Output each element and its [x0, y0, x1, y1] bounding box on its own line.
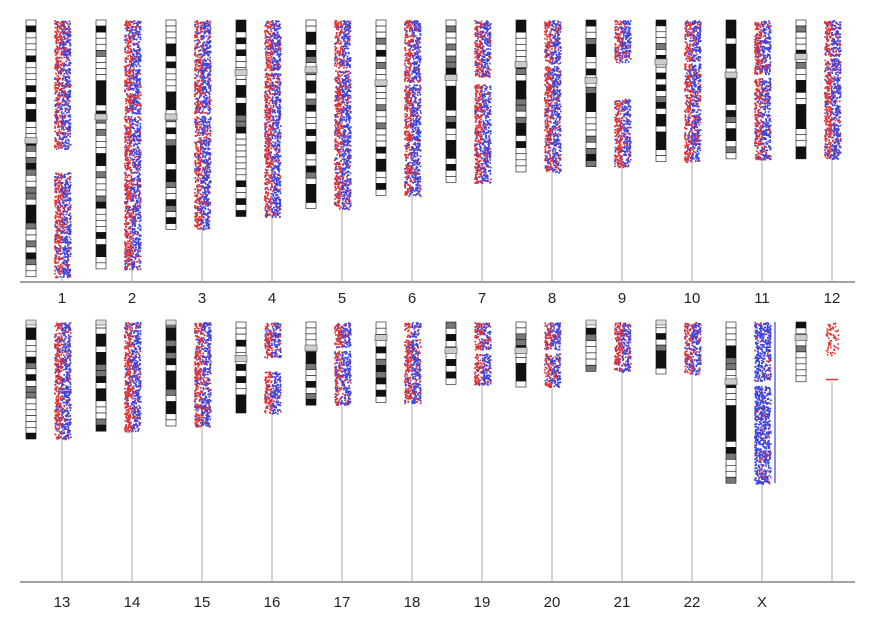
ideogram [656, 320, 666, 374]
chromosome-label: 18 [392, 594, 432, 611]
chromosome-label: 11 [742, 290, 782, 307]
chromosome-label: 7 [462, 290, 502, 307]
chromosome-label: 12 [812, 290, 852, 307]
chromosome-14 [90, 320, 149, 582]
ideogram [25, 20, 37, 277]
ideogram [515, 20, 527, 172]
chromosome-label: 17 [322, 594, 362, 611]
chromosome-4 [230, 20, 289, 282]
chromosome-2 [90, 20, 149, 282]
chromosome-15 [160, 320, 219, 582]
probe-dots [544, 322, 561, 388]
chromosome-label: 19 [462, 594, 502, 611]
chromosome-Y [790, 322, 849, 582]
chromosome-17 [300, 322, 359, 582]
ideogram [165, 20, 177, 230]
ideogram [95, 20, 107, 269]
chromosome-3 [160, 20, 219, 282]
chromosome-6 [370, 20, 429, 282]
chromosome-21 [580, 320, 639, 582]
probe-dots [544, 20, 562, 174]
ideogram [725, 20, 737, 159]
ideogram [795, 322, 807, 382]
chromosome-7 [440, 20, 499, 282]
probe-dots [614, 20, 632, 168]
ideogram [235, 20, 247, 217]
probe-dots [404, 322, 422, 404]
chromosome-label: 22 [672, 594, 712, 611]
probe-dots [824, 20, 842, 160]
ideogram [375, 322, 387, 403]
probe-dots [826, 323, 840, 381]
chromosome-16 [230, 322, 289, 582]
chromosome-label: 14 [112, 594, 152, 611]
probe-dots [684, 20, 702, 163]
probe-dots [474, 322, 492, 386]
chromosome-label: 1 [42, 290, 82, 307]
probe-dots [54, 20, 72, 278]
probe-dots [334, 322, 352, 406]
ideogram [655, 20, 667, 161]
chromosome-8 [510, 20, 569, 282]
probe-dots [124, 20, 142, 270]
ideogram [375, 20, 387, 196]
chromosome-label: 9 [602, 290, 642, 307]
ideogram [445, 20, 457, 182]
ideogram [166, 320, 176, 426]
ideogram [586, 320, 596, 371]
chromosome-label: 8 [532, 290, 572, 307]
chromosome-9 [580, 20, 639, 282]
chromosome-18 [370, 322, 429, 582]
chromosome-11 [720, 20, 779, 282]
probe-dots [754, 322, 775, 485]
chromosome-label: 21 [602, 594, 642, 611]
chromosome-10 [650, 20, 709, 282]
probe-dots [194, 322, 212, 428]
probe-dots [264, 322, 282, 414]
probe-dots [474, 20, 492, 184]
ideogram [585, 20, 597, 167]
chromosome-label: 4 [252, 290, 292, 307]
chromosome-label: 5 [322, 290, 362, 307]
probe-dots [684, 322, 702, 375]
probe-dots [194, 20, 212, 231]
probe-dots [264, 20, 282, 218]
chromosome-label: 6 [392, 290, 432, 307]
ideogram [795, 20, 807, 159]
chromosome-label: 2 [112, 290, 152, 307]
probe-dots [754, 20, 772, 160]
probe-dots [124, 322, 142, 433]
probe-dots [404, 20, 422, 197]
ideogram [305, 20, 317, 209]
chromosome-22 [650, 320, 709, 582]
chromosome-label: 16 [252, 594, 292, 611]
probe-dots [614, 322, 632, 373]
chromosome-19 [440, 322, 499, 582]
chromosome-5 [300, 20, 359, 282]
chromosome-12 [790, 20, 849, 282]
chromosome-label: X [742, 594, 782, 611]
ideogram [235, 322, 247, 413]
chromosome-label: 20 [532, 594, 572, 611]
chromosome-label: 10 [672, 290, 712, 307]
ideogram [445, 322, 457, 384]
probe-dots [54, 322, 72, 440]
chromosome-label: 3 [182, 290, 222, 307]
ideogram [305, 322, 317, 405]
probe-dots [334, 20, 352, 210]
chromosome-label: 13 [42, 594, 82, 611]
chromosome-label: 15 [182, 594, 222, 611]
ideogram [26, 320, 36, 439]
chromosome-1 [20, 20, 79, 282]
chromosome-20 [510, 322, 569, 582]
ideogram [725, 322, 737, 483]
ideogram [515, 322, 527, 387]
ideogram [96, 320, 106, 431]
chromosome-X [720, 322, 779, 582]
chromosome-13 [20, 320, 79, 582]
